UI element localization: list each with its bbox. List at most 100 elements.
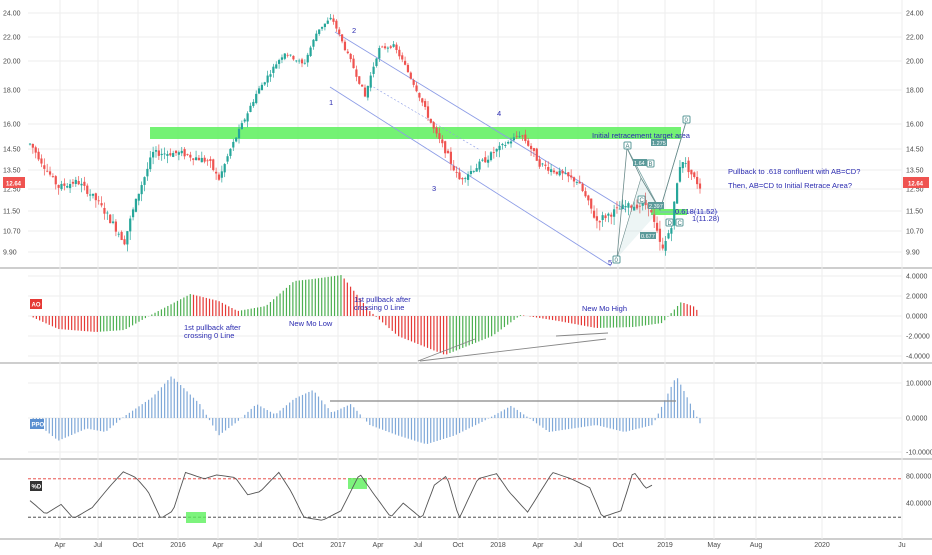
ao-tick-right: 4.0000	[906, 274, 928, 281]
candle	[607, 212, 610, 223]
candle-body	[398, 49, 401, 57]
candle-body	[464, 178, 467, 179]
candle	[111, 214, 115, 225]
candle-body	[461, 178, 464, 180]
candle	[412, 78, 415, 88]
candle	[575, 180, 578, 185]
candle-body	[243, 119, 246, 122]
candle-body	[484, 157, 487, 163]
candle	[220, 165, 223, 183]
price-tick-left: 16.00	[3, 122, 21, 129]
candle-body	[358, 76, 361, 84]
candle	[492, 146, 495, 159]
candle-body	[303, 62, 306, 64]
candle-body	[332, 18, 335, 22]
candle-body	[630, 205, 633, 208]
candle	[452, 160, 455, 172]
candle-body	[349, 53, 352, 60]
ao-tick-right: 0.0000	[906, 314, 928, 321]
price-tick-left: 10.70	[3, 229, 21, 236]
candle	[240, 120, 243, 130]
candle	[103, 202, 106, 220]
candle	[306, 52, 309, 67]
svg-text:2.397: 2.397	[649, 204, 663, 210]
candle	[154, 146, 158, 158]
price-tick-left: 13.50	[3, 168, 21, 175]
candle	[183, 147, 186, 160]
candle-body	[246, 113, 249, 122]
candle-body	[131, 209, 135, 218]
svg-text:C: C	[640, 198, 645, 204]
candle-body	[91, 193, 95, 196]
x-tick-label: Apr	[55, 542, 67, 549]
zone-label: Initial retracement target area	[592, 131, 691, 140]
candle-body	[152, 151, 155, 158]
candle	[544, 160, 547, 170]
candle-body	[595, 216, 599, 221]
candle-body	[257, 88, 261, 94]
candle-body	[146, 168, 149, 177]
candle	[323, 23, 327, 31]
x-tick-label: 2019	[657, 542, 673, 549]
x-tick-label: Oct	[133, 542, 144, 549]
candle	[237, 124, 241, 144]
candle	[174, 150, 178, 156]
candle	[326, 17, 329, 25]
candle-body	[604, 215, 607, 219]
candle	[286, 52, 289, 58]
candle-body	[363, 87, 367, 97]
candle-body	[472, 171, 475, 173]
candle	[355, 65, 358, 82]
candle	[687, 157, 690, 179]
ao-note-1b: crossing 0 Line	[184, 331, 234, 340]
candle-body	[343, 41, 347, 51]
candle-body	[650, 209, 653, 213]
candle-body	[28, 143, 32, 145]
x-tick-label: Aug	[750, 542, 763, 549]
candle-body	[286, 54, 289, 56]
candle	[263, 81, 266, 86]
candle	[163, 147, 166, 160]
candle-body	[192, 158, 195, 160]
candle-body	[446, 150, 450, 154]
candle	[535, 147, 538, 161]
candle-body	[292, 55, 295, 60]
candle-body	[37, 151, 40, 160]
candle-body	[263, 82, 266, 85]
candle	[524, 129, 527, 144]
ppo-tick-right: 0.0000	[906, 416, 928, 423]
candle	[627, 201, 630, 216]
candle-body	[97, 200, 100, 202]
candle-body	[386, 47, 390, 49]
ratio-1: 1.64	[633, 159, 647, 167]
candle	[610, 212, 613, 225]
candle-body	[74, 179, 77, 184]
wave-4: 4	[497, 109, 501, 118]
candle	[91, 193, 95, 199]
candle	[223, 163, 226, 178]
svg-text:D: D	[668, 221, 673, 227]
candle-body	[180, 150, 183, 154]
candle	[386, 46, 390, 53]
candle-body	[698, 183, 702, 189]
candle-body	[289, 54, 292, 56]
candle	[131, 207, 135, 221]
candle	[487, 155, 490, 168]
price-tick-right: 10.70	[906, 229, 924, 236]
candle-body	[172, 153, 175, 157]
candle	[521, 134, 524, 141]
candle-body	[684, 163, 687, 164]
candle-body	[575, 182, 578, 183]
candle-body	[114, 221, 117, 232]
candle	[143, 176, 146, 192]
candle	[578, 175, 581, 184]
candle-body	[429, 118, 432, 123]
candle-body	[206, 160, 209, 162]
candle	[54, 175, 57, 190]
candle	[343, 39, 347, 52]
candle	[489, 151, 493, 162]
ao-trendline-1	[417, 338, 476, 362]
candle	[458, 167, 461, 180]
candle	[60, 180, 63, 191]
candle-body	[627, 203, 630, 208]
